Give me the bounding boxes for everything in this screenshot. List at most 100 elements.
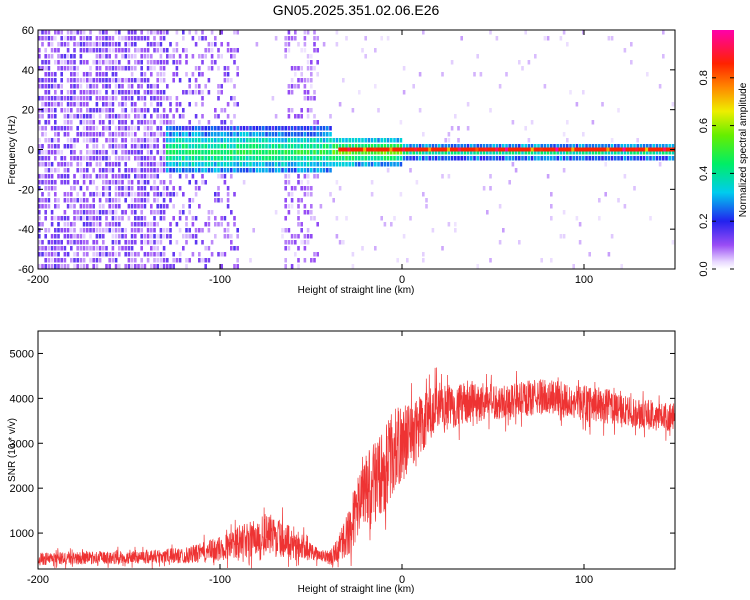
spectrogram-cell	[134, 144, 137, 149]
spectrogram-cell	[239, 132, 243, 137]
spectrogram-cell	[73, 210, 76, 215]
spectrogram-cell	[306, 210, 310, 215]
spectrogram-cell	[57, 252, 60, 257]
spectrogram-cell	[153, 144, 156, 149]
spectrogram-cell	[444, 138, 447, 143]
spectrogram-cell	[258, 156, 262, 161]
spectrogram-cell	[89, 228, 92, 233]
spectrogram-cell	[127, 150, 131, 155]
spectrogram-cell	[70, 102, 73, 107]
spectrogram-cell	[476, 156, 479, 161]
spectrogram-cell	[354, 138, 358, 143]
spectrogram-cell	[54, 258, 57, 263]
spectrogram-cell	[454, 222, 457, 227]
spectrogram-cell	[582, 144, 585, 149]
spectrogram-cell	[108, 210, 111, 215]
spectrogram-cell	[124, 138, 127, 143]
spectrogram-cell	[418, 72, 422, 77]
spectrogram-cell	[166, 138, 169, 143]
spectrogram-cell	[73, 216, 76, 221]
spectrogram-cell	[409, 156, 412, 161]
spectrogram-cell	[233, 216, 236, 221]
spectrogram-cell	[329, 132, 332, 137]
spectrogram-cell	[201, 36, 204, 41]
spectrogram-cell	[102, 54, 105, 59]
spectrogram-cell	[108, 108, 111, 113]
spectrogram-cell	[102, 240, 105, 245]
spectrogram-cell	[166, 156, 169, 161]
spectrogram-cell	[38, 108, 41, 113]
spectrogram-cell	[354, 150, 358, 155]
spectrogram-cell	[150, 84, 153, 89]
spectrogram-cell	[63, 168, 67, 173]
spectrogram-cell	[559, 150, 563, 155]
spectrogram-cell	[76, 156, 79, 161]
spectrogram-cell	[239, 156, 243, 161]
spectrogram-cell	[194, 78, 198, 83]
spectrogram-cell	[466, 126, 470, 131]
spectrogram-cell	[630, 150, 633, 155]
spectrogram-cell	[114, 192, 118, 197]
spectrogram-cell	[54, 78, 57, 83]
spectrogram-cell	[338, 150, 342, 155]
spectrogram-cell	[82, 234, 86, 239]
spectrogram-cell	[63, 264, 67, 269]
spectrogram-cell	[166, 120, 169, 125]
spectrogram-cell	[255, 138, 259, 143]
spectrogram-cell	[150, 132, 153, 137]
spectrogram-cell	[114, 54, 118, 59]
spectrogram-cell	[290, 168, 294, 173]
spectrogram-cell	[284, 132, 287, 137]
spectrogram-cell	[505, 144, 508, 149]
spectrogram-cell	[130, 258, 134, 263]
spectrogram-cell	[70, 66, 73, 71]
spectrogram-cell	[121, 186, 124, 191]
spectrogram-cell	[50, 114, 54, 119]
spectrogram-peak-cell	[515, 147, 519, 152]
spectrogram-cell	[70, 78, 73, 83]
spectrogram-cell	[287, 114, 291, 119]
spectrogram-cell	[102, 180, 105, 185]
spectrogram-cell	[287, 168, 291, 173]
spectrogram-cell	[41, 84, 44, 89]
spectrogram-cell	[98, 234, 102, 239]
spectrogram-cell	[252, 126, 255, 131]
spectrogram-cell	[50, 78, 54, 83]
spectrogram-cell	[182, 210, 185, 215]
spectrogram-cell	[233, 96, 236, 101]
spectrogram-cell	[335, 162, 339, 167]
spectrogram-cell	[306, 30, 310, 35]
spectrogram-cell	[41, 108, 44, 113]
spectrogram-cell	[233, 60, 236, 65]
spectrogram-cell	[50, 246, 54, 251]
spectrogram-cell	[460, 150, 463, 155]
spectrogram-cell	[226, 42, 230, 47]
spectrogram-cell	[553, 150, 556, 155]
spectrogram-cell	[98, 48, 102, 53]
spectrogram-cell	[63, 126, 67, 131]
spectrogram-cell	[217, 162, 220, 167]
spectrogram-cell	[166, 192, 169, 197]
spectrogram-cell	[274, 126, 278, 131]
spectrogram-cell	[50, 216, 54, 221]
spectrogram-cell	[143, 252, 147, 257]
spectrogram-cell	[156, 192, 159, 197]
spectrogram-cell	[249, 156, 252, 161]
spectrogram-cell	[47, 168, 51, 173]
spectrogram-cell	[236, 228, 239, 233]
spectrogram-cell	[41, 132, 44, 137]
spectrogram-cell	[425, 156, 428, 161]
spectrogram-cell	[89, 72, 92, 77]
spectrogram-cell	[41, 162, 44, 167]
spectrogram-cell	[146, 180, 150, 185]
spectrogram-cell	[137, 252, 140, 257]
spectrogram-cell	[572, 156, 575, 161]
spectrogram-cell	[73, 180, 76, 185]
spectrogram-cell	[159, 228, 163, 233]
spectrogram-cell	[524, 126, 527, 131]
spectrogram-cell	[79, 246, 83, 251]
spectrogram-cell	[150, 120, 153, 125]
spectrogram-cell	[86, 144, 89, 149]
spectrogram-cell	[105, 246, 108, 251]
spectrogram-cell	[287, 192, 291, 197]
